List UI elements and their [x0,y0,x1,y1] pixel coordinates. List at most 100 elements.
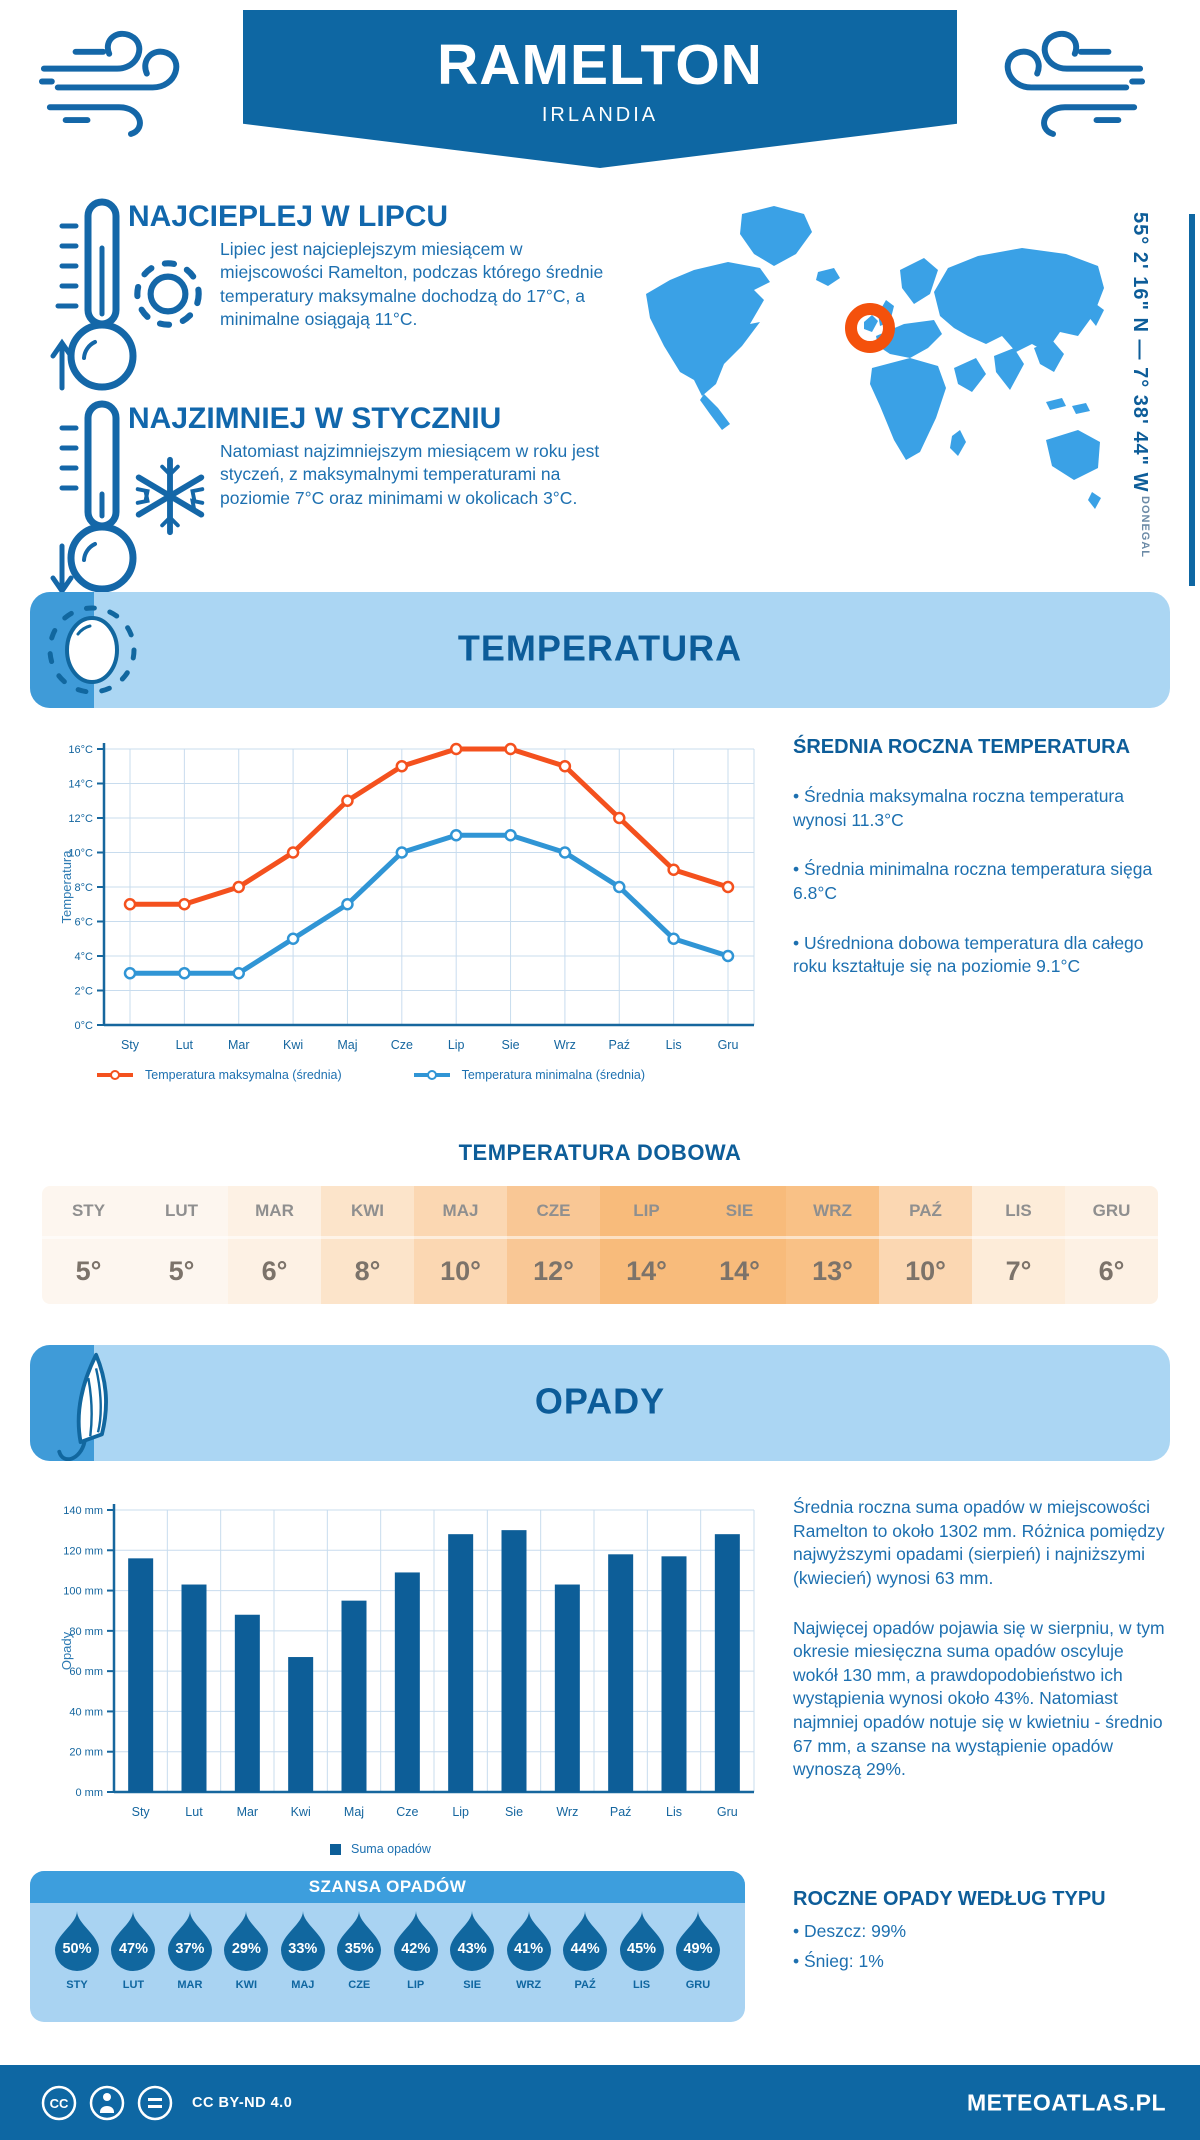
legend-item: Temperatura maksymalna (średnia) [95,1068,342,1082]
daily-temp-month: PAŹ [879,1186,972,1239]
daily-temperature-title: TEMPERATURA DOBOWA [458,1140,742,1165]
svg-text:8°C: 8°C [75,882,94,894]
snowflake-icon [135,456,205,536]
daily-temp-cell: GRU 6° [1065,1186,1158,1304]
water-drop-icon [167,1911,212,1971]
precipitation-summary: Średnia roczna suma opadów w miejscowośc… [793,1496,1171,1782]
rain-chance-value: 50% [62,1941,92,1957]
rain-chance-value: 43% [457,1941,487,1957]
svg-text:Kwi: Kwi [291,1805,311,1819]
temperature-chart-legend: Temperatura maksymalna (średnia) Temperat… [95,1068,645,1082]
svg-text:20 mm: 20 mm [69,1747,103,1759]
daily-temp-cell: PAŹ 10° [879,1186,972,1304]
daily-temp-month: LIS [972,1186,1065,1239]
coldest-title: NAJZIMNIEJ W STYCZNIU [128,402,502,435]
svg-text:120 mm: 120 mm [63,1545,103,1557]
daily-temp-value: 14° [626,1256,667,1286]
rain-chance-month: LIP [407,1979,425,1991]
rain-chance-month: STY [66,1979,88,1991]
precipitation-type-list: • Deszcz: 99% • Śnieg: 1% [793,1920,906,1973]
temperature-bullet: • Średnia minimalna roczna temperatura s… [793,859,1153,903]
svg-text:Sty: Sty [121,1038,140,1052]
precipitation-text: Średnia roczna suma opadów w miejscowośc… [793,1497,1165,1588]
water-drop-icon [224,1911,269,1971]
site-name: METEOATLAS.PL [966,2089,1166,2115]
rain-chance-value: 33% [288,1941,318,1957]
svg-text:60 mm: 60 mm [69,1666,103,1678]
svg-text:140 mm: 140 mm [63,1505,103,1517]
daily-temp-cell: LIP 14° [600,1186,693,1304]
thermometer-warm-icon [50,198,137,391]
rain-chance-drop: 49% GRU [673,1911,723,1991]
daily-temp-value: 14° [719,1256,760,1286]
svg-text:Paź: Paź [608,1038,630,1052]
map-coordinates: 55° 2' 16" N — 7° 38' 44" W DONEGAL [1128,212,1151,602]
svg-text:0°C: 0°C [75,1020,94,1032]
svg-text:Lip: Lip [448,1038,465,1052]
daily-temp-value: 6° [1098,1256,1125,1286]
license-icons: CC CC BY-ND 4.0 [40,2084,292,2122]
precipitation-type-title: ROCZNE OPADY WEDŁUG TYPU [793,1888,1106,1910]
water-drop-icon [393,1911,438,1971]
precipitation-banner-title: OPADY [534,1380,666,1422]
precipitation-banner: OPADY [30,1345,1170,1461]
rain-chance-drops: 50% STY 47% LUT 37% MAR 29% KWI 33% MAJ 35% CZE 42% L… [30,1903,745,1991]
daily-temp-value: 7° [1005,1256,1032,1286]
svg-text:Mar: Mar [237,1805,259,1819]
svg-text:12°C: 12°C [68,813,93,825]
rain-chance-value: 45% [627,1941,657,1957]
rain-chance-drop: 45% LIS [617,1911,667,1991]
water-drop-icon [506,1911,551,1971]
svg-text:Maj: Maj [344,1805,364,1819]
daily-temp-cell: CZE 12° [507,1186,600,1304]
page-subtitle: IRLANDIA [541,104,659,126]
svg-text:10°C: 10°C [68,848,93,860]
daily-temp-value: 6° [261,1256,288,1286]
daily-temp-value: 10° [905,1256,946,1286]
svg-text:CC: CC [50,2096,69,2111]
cc-nd-icon [137,2085,173,2120]
temperature-summary: ŚREDNIA ROCZNA TEMPERATURA • Średnia mak… [793,736,1165,979]
temperature-line-chart: 0°C 2°C 4°C 6°C 8°C 10°C 12°C 14°C 16°C Sty Lut Mar… [59,742,755,1052]
rain-chance-value: 42% [401,1941,431,1957]
umbrella-icon [57,1352,108,1461]
daily-temp-cell: LUT 5° [135,1186,228,1304]
rain-chance-month: GRU [685,1979,711,1991]
temperature-bullet: • Uśredniona dobowa temperatura dla całe… [793,932,1144,977]
daily-temp-month: KWI [321,1186,414,1239]
svg-text:Maj: Maj [337,1038,357,1052]
daily-temp-cell: STY 5° [42,1186,135,1304]
svg-text:Mar: Mar [228,1038,250,1052]
rain-chance-value: 49% [683,1941,713,1957]
svg-text:Gru: Gru [717,1805,738,1819]
daily-temp-cell: WRZ 13° [786,1186,879,1304]
rain-chance-month: LIS [632,1979,651,1991]
rain-chance-drop: 33% MAJ [278,1911,328,1991]
svg-text:Paź: Paź [610,1805,632,1819]
rain-chance-value: 47% [118,1941,148,1957]
svg-text:Lut: Lut [185,1805,203,1819]
daily-temp-month: LUT [135,1186,228,1239]
daily-temp-cell: MAR 6° [228,1186,321,1304]
rain-chance-title: SZANSA OPADÓW [30,1871,745,1903]
rain-chance-value: 41% [514,1941,544,1957]
page-title: RAMELTON [437,33,763,97]
warmest-title: NAJCIEPLEJ W LIPCU [128,200,449,233]
coordinates-label: 55° 2' 16" N — 7° 38' 44" W [1129,212,1151,493]
daily-temp-cell: LIS 7° [972,1186,1065,1304]
cc-icon: CC [41,2085,77,2120]
svg-text:4°C: 4°C [75,951,94,963]
rain-chance-drop: 42% LIP [391,1911,441,1991]
svg-text:Wrz: Wrz [556,1805,578,1819]
daily-temp-month: SIE [693,1186,786,1239]
daily-temp-cell: MAJ 10° [414,1186,507,1304]
rain-chance-drop: 43% SIE [447,1911,497,1991]
rain-chance-drop: 50% STY [52,1911,102,1991]
daily-temp-month: WRZ [786,1186,879,1239]
svg-text:Temperatura: Temperatura [59,850,74,924]
warmest-text: Lipiec jest najcieplejszym miesiącem w m… [220,239,604,330]
map-edge-rule [1189,214,1195,586]
legend-item: Temperatura minimalna (średnia) [412,1068,645,1082]
rain-chance-drop: 47% LUT [108,1911,158,1991]
temperature-summary-title: ŚREDNIA ROCZNA TEMPERATURA [793,736,1131,758]
